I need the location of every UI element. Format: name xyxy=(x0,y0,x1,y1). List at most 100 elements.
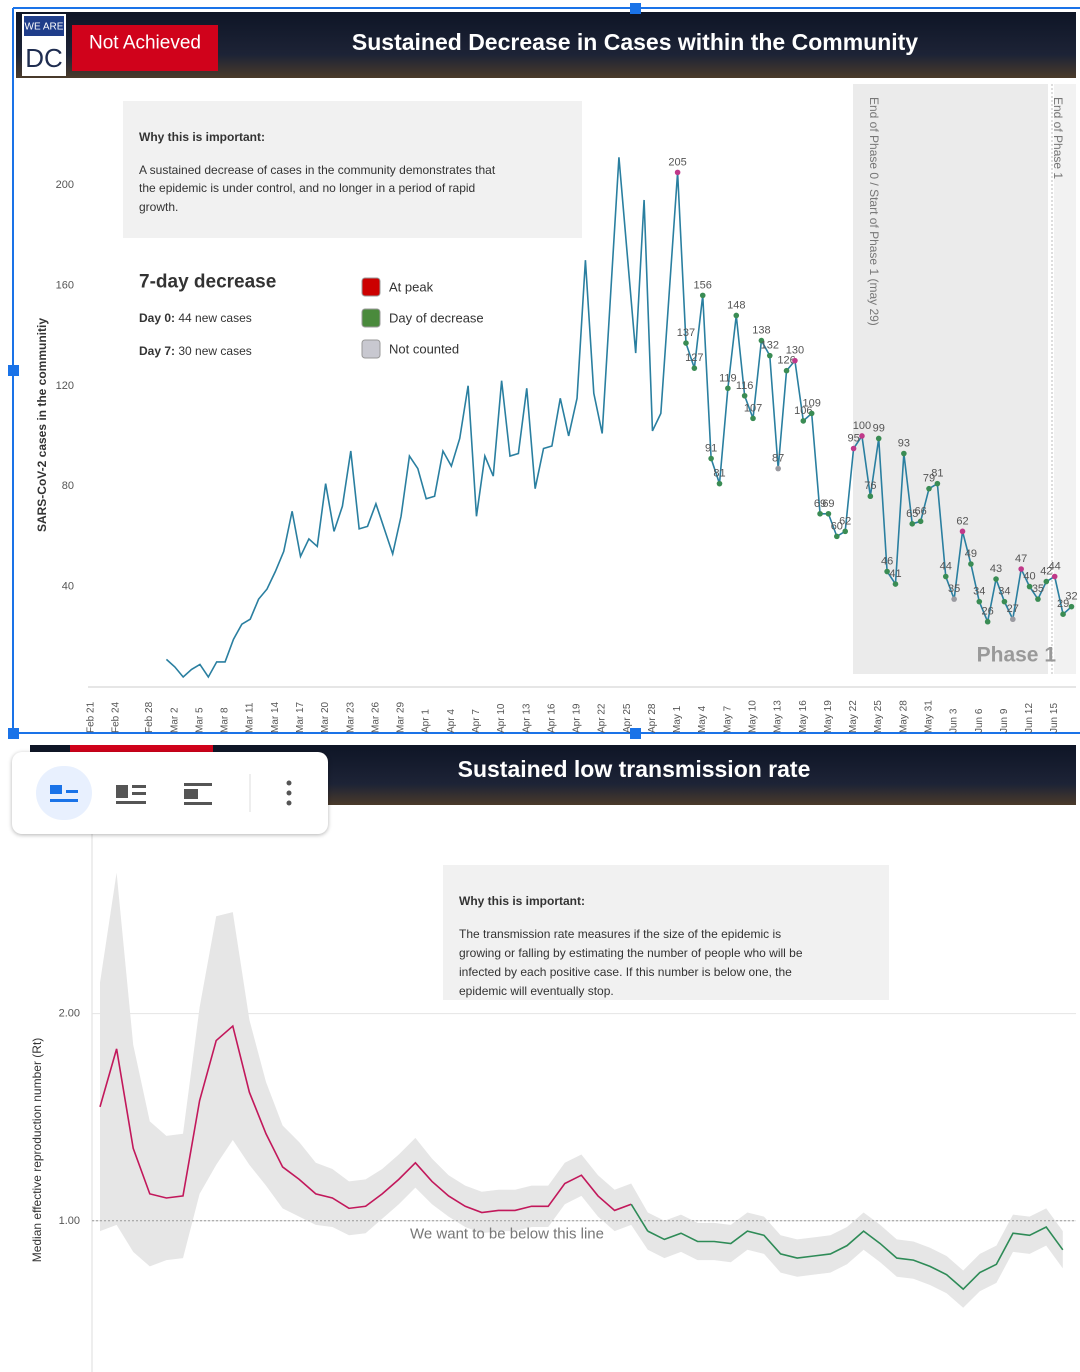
data-label: 100 xyxy=(853,420,871,432)
info-text: infected by each positive case. If this … xyxy=(459,965,792,979)
summary-label: Day 0: xyxy=(139,311,175,325)
break-button[interactable] xyxy=(184,783,212,786)
icon-part xyxy=(132,785,146,788)
x-tick-label: May 13 xyxy=(773,700,784,733)
data-point xyxy=(893,581,899,587)
data-point xyxy=(851,446,857,452)
data-point xyxy=(784,368,790,374)
x-tick-label: Mar 17 xyxy=(295,701,306,733)
summary-row: Day 7: 30 new cases xyxy=(139,344,252,358)
resize-handle[interactable] xyxy=(630,3,641,14)
wrap-button[interactable] xyxy=(116,785,128,798)
data-point xyxy=(1060,611,1066,617)
data-label: 93 xyxy=(898,438,910,450)
data-point xyxy=(750,416,756,422)
summary-row: Day 0: 44 new cases xyxy=(139,311,252,325)
data-label: 26 xyxy=(982,606,994,618)
x-tick-label: Mar 20 xyxy=(320,701,331,733)
more-button[interactable] xyxy=(287,781,292,786)
x-tick-label: Mar 8 xyxy=(220,707,231,733)
legend-swatch xyxy=(362,278,380,296)
data-label: 44 xyxy=(1049,561,1061,573)
data-point xyxy=(1044,579,1050,585)
x-tick-label: Feb 24 xyxy=(111,701,122,733)
x-tick-label: Mar 29 xyxy=(396,701,407,733)
info-text: growing or falling by estimating the num… xyxy=(459,946,803,960)
data-label: 35 xyxy=(948,583,960,595)
data-label: 87 xyxy=(772,453,784,465)
data-label: 40 xyxy=(1023,571,1035,583)
data-point xyxy=(717,481,723,487)
info-text: the epidemic is under control, and no lo… xyxy=(139,181,475,195)
x-tick-label: Mar 23 xyxy=(345,701,356,733)
inline-button[interactable] xyxy=(36,766,92,820)
data-label: 47 xyxy=(1015,553,1027,565)
data-point xyxy=(876,436,882,442)
data-label: 91 xyxy=(705,443,717,455)
x-tick-label: Jun 9 xyxy=(999,708,1010,733)
data-point xyxy=(733,313,739,319)
x-tick-label: Apr 25 xyxy=(622,703,633,733)
x-tick-label: Apr 13 xyxy=(521,703,532,733)
legend-label: At peak xyxy=(389,280,434,295)
data-label: 138 xyxy=(752,325,770,337)
x-tick-label: May 19 xyxy=(823,700,834,733)
data-label: 34 xyxy=(973,586,985,598)
data-point xyxy=(826,511,832,517)
data-label: 46 xyxy=(881,556,893,568)
data-label: 205 xyxy=(668,156,686,168)
summary-text: 30 new cases xyxy=(178,344,251,358)
data-label: 66 xyxy=(914,505,926,517)
data-point xyxy=(809,411,815,417)
icon-part xyxy=(184,802,212,805)
x-tick-label: Mar 26 xyxy=(370,701,381,733)
x-tick-label: May 16 xyxy=(798,700,809,733)
data-label: 41 xyxy=(889,568,901,580)
data-label: 32 xyxy=(1065,591,1077,603)
data-point xyxy=(993,576,999,582)
icon-part xyxy=(66,790,78,793)
x-tick-label: May 10 xyxy=(748,700,759,733)
x-tick-label: Jun 15 xyxy=(1049,703,1060,733)
chart-title: Sustained Decrease in Cases within the C… xyxy=(352,29,918,55)
icon-part xyxy=(287,801,292,806)
data-point xyxy=(901,451,907,457)
data-label: 27 xyxy=(1007,603,1019,615)
data-point xyxy=(968,561,974,567)
y-tick-label: 1.00 xyxy=(59,1215,80,1227)
data-point xyxy=(918,519,924,525)
icon-part xyxy=(50,785,62,794)
data-point xyxy=(675,170,681,176)
resize-handle[interactable] xyxy=(8,365,19,376)
y-axis-title: Median effective reproduction number (Rt… xyxy=(30,1038,44,1263)
info-text: A sustained decrease of cases in the com… xyxy=(139,163,496,177)
data-point xyxy=(801,418,807,424)
summary-text: 44 new cases xyxy=(178,311,251,325)
x-tick-label: Apr 19 xyxy=(572,703,583,733)
x-tick-label: May 25 xyxy=(873,700,884,733)
data-label: 76 xyxy=(864,480,876,492)
y-tick-label: 2.00 xyxy=(59,1008,80,1020)
data-point xyxy=(725,385,731,391)
data-label: 69 xyxy=(822,498,834,510)
data-label: 127 xyxy=(685,352,703,364)
x-tick-label: May 4 xyxy=(697,705,708,733)
data-point xyxy=(976,599,982,605)
x-tick-label: Jun 12 xyxy=(1024,703,1035,733)
x-tick-label: May 7 xyxy=(722,705,733,733)
data-label: 95 xyxy=(847,433,859,445)
y-axis-title: SARS-CoV-2 cases in the communitiy xyxy=(35,318,49,532)
data-label: 81 xyxy=(931,468,943,480)
data-label: 44 xyxy=(940,561,952,573)
data-point xyxy=(926,486,932,492)
data-label: 130 xyxy=(786,345,804,357)
y-tick-label: 40 xyxy=(62,581,74,593)
x-tick-label: Apr 4 xyxy=(446,709,457,733)
info-text: The transmission rate measures if the si… xyxy=(459,927,781,941)
page: WE ARE DC Not Achieved Sustained Decreas… xyxy=(0,0,1080,1372)
resize-handle[interactable] xyxy=(8,728,19,739)
data-label: 109 xyxy=(803,397,821,409)
data-label: 148 xyxy=(727,299,745,311)
logo-bottom: DC xyxy=(25,43,63,73)
data-point xyxy=(868,493,874,499)
